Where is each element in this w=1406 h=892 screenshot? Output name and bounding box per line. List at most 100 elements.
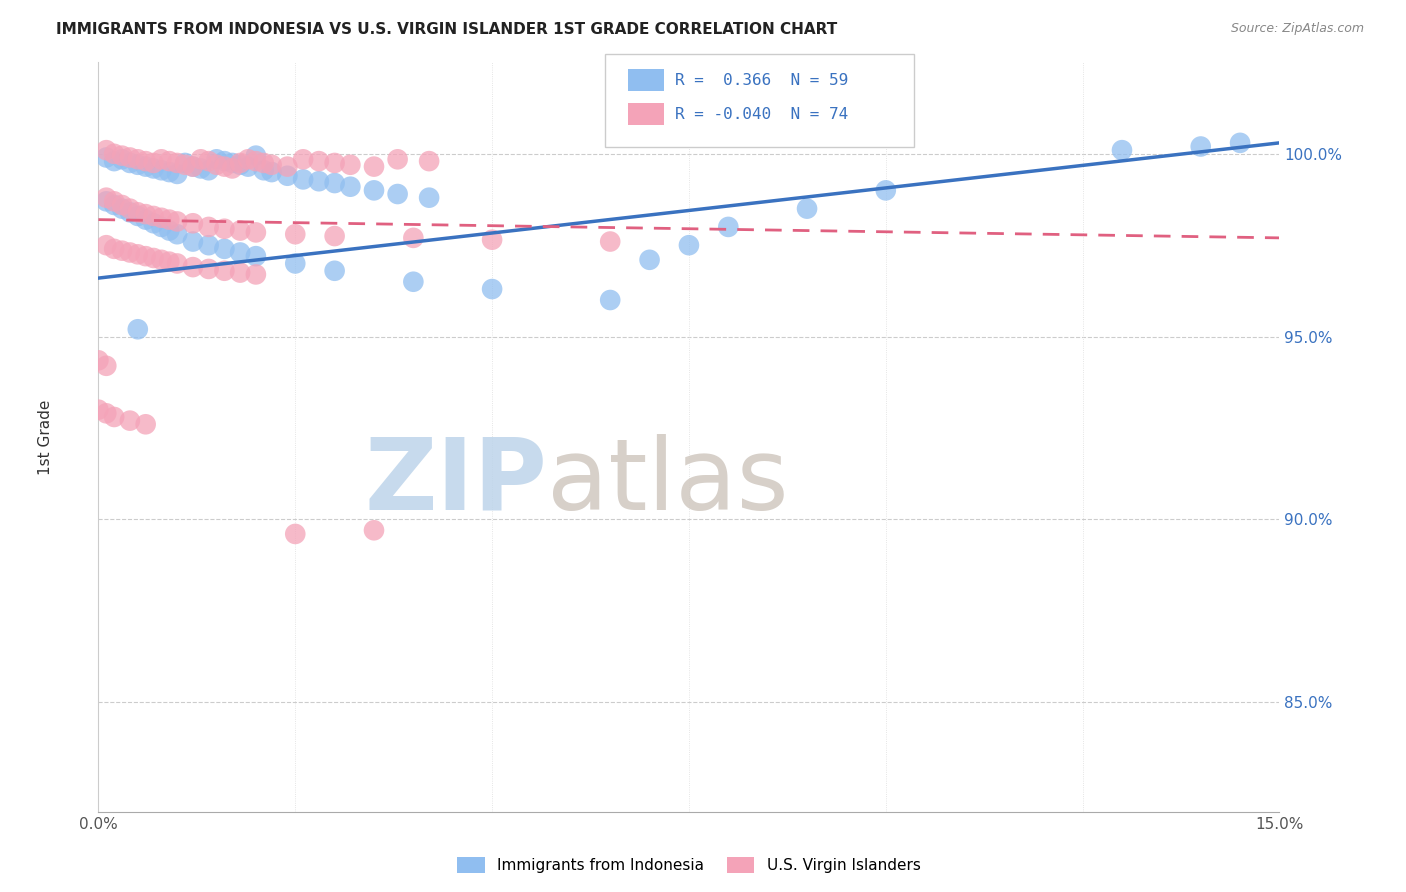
- Point: [214, 221, 236, 235]
- Point: [87, 402, 110, 417]
- Point: [260, 165, 283, 179]
- Point: [1229, 136, 1251, 150]
- Point: [284, 527, 307, 541]
- Point: [260, 158, 283, 172]
- Point: [166, 167, 188, 181]
- Point: [96, 143, 118, 157]
- Point: [418, 191, 440, 205]
- Point: [142, 156, 165, 170]
- Point: [339, 158, 361, 172]
- Point: [127, 158, 149, 172]
- Point: [127, 247, 149, 261]
- Point: [96, 238, 118, 252]
- Point: [118, 151, 141, 165]
- Point: [142, 209, 165, 223]
- Bar: [628, 103, 664, 125]
- Point: [127, 322, 149, 336]
- Point: [103, 146, 125, 161]
- Point: [103, 409, 125, 424]
- Point: [363, 523, 385, 537]
- Point: [363, 183, 385, 197]
- Point: [103, 154, 125, 169]
- Point: [214, 264, 236, 278]
- Point: [323, 176, 346, 190]
- Point: [111, 153, 134, 167]
- Point: [402, 275, 425, 289]
- Text: 1st Grade: 1st Grade: [38, 400, 53, 475]
- Point: [229, 156, 252, 170]
- Point: [103, 194, 125, 209]
- Point: [142, 216, 165, 230]
- Point: [221, 156, 243, 170]
- Point: [253, 156, 276, 170]
- Point: [236, 160, 259, 174]
- Point: [245, 154, 267, 169]
- Point: [181, 216, 204, 230]
- Point: [221, 161, 243, 176]
- Point: [205, 158, 228, 172]
- Text: IMMIGRANTS FROM INDONESIA VS U.S. VIRGIN ISLANDER 1ST GRADE CORRELATION CHART: IMMIGRANTS FROM INDONESIA VS U.S. VIRGIN…: [56, 22, 838, 37]
- Point: [197, 154, 219, 169]
- Point: [118, 414, 141, 428]
- Point: [181, 160, 204, 174]
- Point: [1111, 143, 1133, 157]
- Point: [150, 211, 173, 225]
- Point: [96, 151, 118, 165]
- Point: [142, 161, 165, 176]
- Text: R =  0.366  N = 59: R = 0.366 N = 59: [675, 73, 848, 87]
- Point: [87, 353, 110, 368]
- Point: [387, 153, 409, 167]
- Point: [157, 165, 180, 179]
- Point: [150, 219, 173, 234]
- Point: [214, 154, 236, 169]
- Point: [111, 244, 134, 258]
- Point: [308, 174, 330, 188]
- Point: [276, 169, 298, 183]
- Point: [96, 194, 118, 209]
- Point: [284, 227, 307, 242]
- Point: [135, 417, 157, 432]
- Point: [292, 172, 315, 186]
- Point: [245, 148, 267, 162]
- Point: [166, 256, 188, 270]
- Point: [292, 153, 315, 167]
- Point: [127, 205, 149, 219]
- Point: [111, 202, 134, 216]
- Point: [118, 156, 141, 170]
- Point: [323, 156, 346, 170]
- Point: [236, 153, 259, 167]
- Point: [127, 153, 149, 167]
- Point: [157, 154, 180, 169]
- Point: [387, 187, 409, 202]
- Point: [229, 245, 252, 260]
- Bar: [628, 69, 664, 91]
- Point: [96, 406, 118, 420]
- Point: [157, 254, 180, 268]
- Legend: Immigrants from Indonesia, U.S. Virgin Islanders: Immigrants from Indonesia, U.S. Virgin I…: [451, 851, 927, 879]
- Point: [174, 158, 197, 172]
- Point: [276, 160, 298, 174]
- Point: [166, 156, 188, 170]
- Point: [253, 163, 276, 178]
- Point: [678, 238, 700, 252]
- Point: [599, 293, 621, 307]
- Point: [111, 148, 134, 162]
- Point: [157, 223, 180, 237]
- Point: [205, 153, 228, 167]
- Point: [118, 205, 141, 219]
- Point: [181, 235, 204, 249]
- Point: [308, 154, 330, 169]
- Point: [96, 191, 118, 205]
- Point: [875, 183, 897, 197]
- Point: [245, 249, 267, 263]
- Point: [166, 227, 188, 242]
- Point: [190, 153, 212, 167]
- Point: [323, 229, 346, 244]
- Point: [1189, 139, 1212, 153]
- Point: [135, 207, 157, 221]
- Point: [135, 160, 157, 174]
- Point: [103, 242, 125, 256]
- Point: [135, 154, 157, 169]
- Point: [174, 156, 197, 170]
- Point: [157, 212, 180, 227]
